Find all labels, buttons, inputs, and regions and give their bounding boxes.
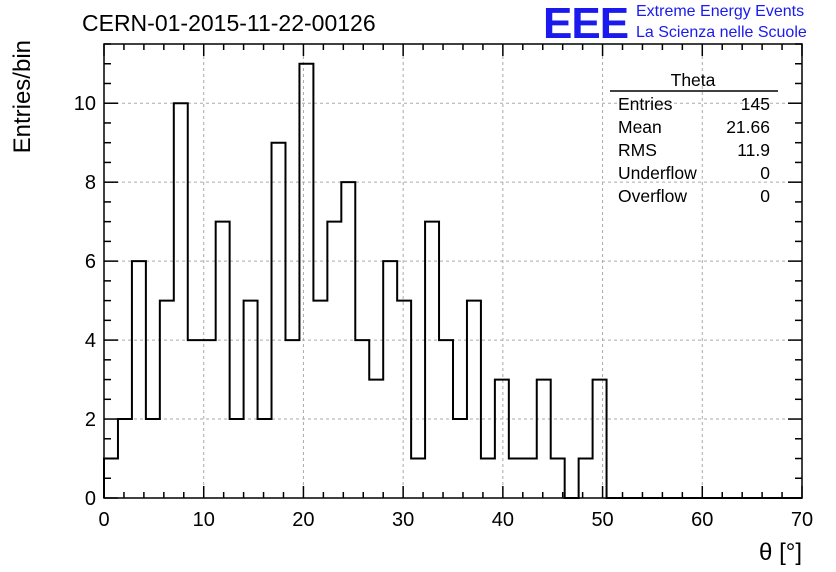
y-tick-label: 2 <box>85 409 96 431</box>
y-axis-title: Entries/bin <box>9 40 36 153</box>
stats-row-label: Overflow <box>618 186 687 206</box>
stats-row-value: 11.9 <box>737 140 770 160</box>
x-tick-labels: 0 10 20 30 40 50 60 70 <box>98 509 813 531</box>
y-tick-label: 8 <box>85 172 96 194</box>
logo-caption-line1: Extreme Energy Events <box>636 3 805 20</box>
x-tick-label: 10 <box>193 509 215 531</box>
y-tick-labels: 0 2 4 6 8 10 <box>74 93 96 510</box>
stats-rows: Entries 145 Mean 21.66 RMS 11.9 Underflow 0 Over… <box>618 94 770 206</box>
stats-row-label: Mean <box>618 117 662 137</box>
y-tick-label: 0 <box>85 488 96 510</box>
stats-row-label: RMS <box>618 140 657 160</box>
y-tick-label: 4 <box>85 330 96 352</box>
histogram-series <box>103 62 802 499</box>
x-tick-label: 0 <box>98 509 109 531</box>
x-tick-label: 20 <box>292 509 314 531</box>
stats-row-label: Underflow <box>618 163 697 183</box>
stats-row-label: Entries <box>618 94 673 114</box>
grid-lines <box>104 44 802 498</box>
x-tick-label: 50 <box>591 509 613 531</box>
y-tick-label: 6 <box>85 251 96 273</box>
chart-title: CERN-01-2015-11-22-00126 <box>82 10 376 36</box>
x-axis-title: θ [°] <box>759 539 802 566</box>
stats-box: Theta Entries 145 Mean 21.66 RMS 11.9 Underflo… <box>610 70 778 206</box>
stats-row-value: 0 <box>760 186 770 206</box>
x-tick-label: 40 <box>492 509 514 531</box>
stats-row-value: 21.66 <box>726 117 770 137</box>
plot-frame <box>103 43 803 499</box>
y-tick-label: 10 <box>74 93 96 115</box>
stats-box-title: Theta <box>671 70 716 90</box>
stats-row-value: 0 <box>760 163 770 183</box>
x-tick-label: 70 <box>791 509 813 531</box>
stats-row-value: 145 <box>741 94 770 114</box>
logo-caption-line2: La Scienza nelle Scuole <box>636 24 807 41</box>
axis-ticks <box>103 43 803 499</box>
eee-logo: EEE <box>543 0 629 48</box>
x-tick-label: 30 <box>392 509 414 531</box>
x-tick-label: 60 <box>691 509 713 531</box>
